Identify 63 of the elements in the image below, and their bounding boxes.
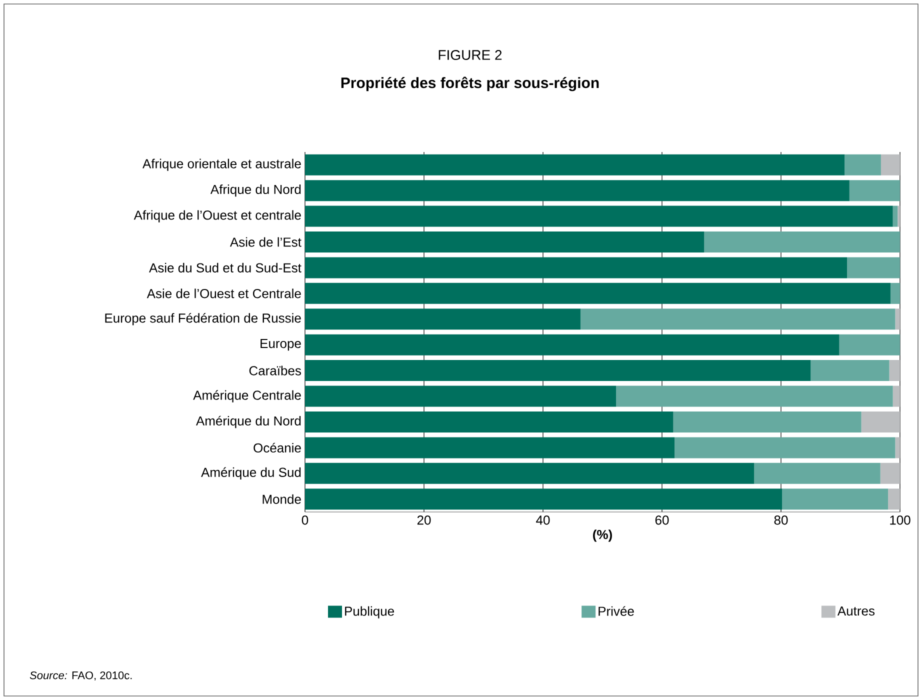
- bar: [305, 334, 840, 356]
- x-tick-label: 80: [774, 516, 788, 525]
- y-tick-label: Monde: [262, 494, 301, 504]
- bar: [305, 231, 704, 252]
- bar: [754, 462, 880, 484]
- bar: [849, 180, 900, 202]
- x-axis-title: (%): [593, 530, 612, 542]
- bar: [580, 308, 896, 330]
- bar: [305, 488, 782, 510]
- bar: [839, 334, 900, 356]
- y-tick-label: Caraïbes: [249, 366, 301, 376]
- x-tick-label: 100: [890, 516, 910, 525]
- bar: [889, 360, 900, 382]
- y-tick-label: Europe: [260, 339, 301, 351]
- chart-title: FIGURE 2: [438, 50, 502, 60]
- bar: [861, 411, 900, 432]
- x-tick-label: 20: [417, 516, 431, 525]
- bar: [880, 462, 900, 484]
- legend-label: Publique: [345, 606, 394, 618]
- bar: [844, 154, 881, 176]
- bar: [305, 437, 674, 458]
- bar: [890, 282, 900, 304]
- bar: [704, 231, 900, 252]
- bar: [305, 257, 848, 278]
- y-tick-label: Afrique orientale et australe: [142, 158, 301, 171]
- x-tick-label: 0: [302, 516, 308, 525]
- bar: [674, 437, 896, 458]
- bar: [888, 488, 900, 510]
- bar: [305, 206, 893, 227]
- bar: [305, 386, 616, 407]
- legend-label: Autres: [837, 606, 875, 616]
- bar: [305, 154, 845, 176]
- y-tick-label: Afrique du Nord: [210, 184, 301, 197]
- bar: [305, 308, 580, 330]
- legend-label: Privée: [598, 606, 634, 616]
- y-tick-label: Amérique Centrale: [193, 390, 301, 402]
- bar: [782, 488, 888, 510]
- bar: [892, 386, 900, 407]
- bar: [616, 386, 893, 407]
- x-tick-label: 40: [536, 516, 550, 525]
- bar: [895, 308, 900, 330]
- bar: [305, 282, 890, 304]
- bar: [673, 411, 862, 432]
- bar: [810, 360, 890, 382]
- bar: [880, 154, 900, 176]
- y-tick-label: Europe sauf Fédération de Russie: [105, 313, 301, 326]
- bar: [305, 180, 850, 202]
- bar: [305, 411, 674, 432]
- y-tick-label: Amérique du Sud: [201, 467, 301, 480]
- x-tick-label: 60: [655, 516, 669, 525]
- chart-subtitle: Propriété des forêts par sous-région: [341, 76, 599, 92]
- y-tick-label: Asie de l’Est: [230, 237, 302, 247]
- bar: [305, 462, 754, 484]
- y-tick-label: Asie de l’Ouest et Centrale: [146, 288, 301, 298]
- y-tick-label: Amérique du Nord: [196, 416, 301, 428]
- bar: [305, 360, 811, 382]
- bar: [895, 437, 900, 458]
- y-tick-label: Asie du Sud et du Sud-Est: [149, 262, 302, 272]
- bar: [892, 206, 898, 227]
- y-tick-label: Océanie: [254, 442, 301, 453]
- y-tick-label: Afrique de l’Ouest et centrale: [134, 210, 301, 222]
- text: Source: FAO, 2010c.: [30, 671, 132, 681]
- bar: [847, 257, 900, 278]
